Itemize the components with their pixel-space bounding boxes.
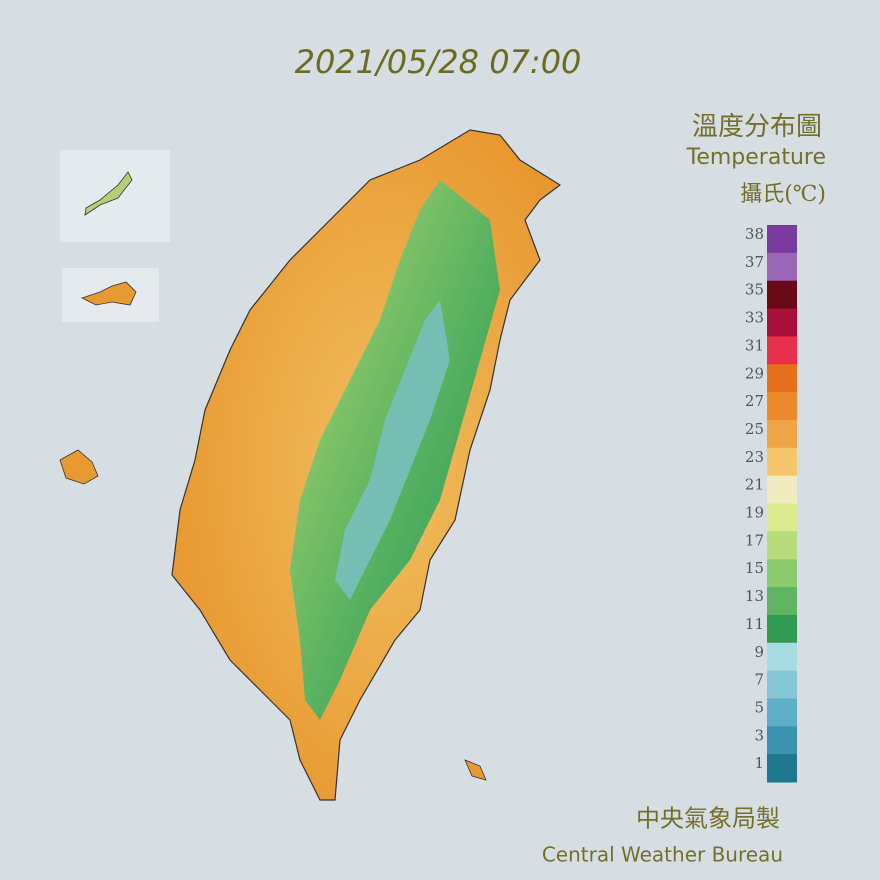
legend-swatch <box>767 559 797 588</box>
legend-swatch <box>767 447 797 477</box>
timestamp: 2021/05/28 07:00 <box>295 43 582 81</box>
legend-label: 27 <box>745 392 764 410</box>
legend-swatch <box>767 252 797 282</box>
legend-label: 31 <box>745 336 764 354</box>
legend-swatch <box>767 587 797 616</box>
legend-swatch <box>767 614 797 644</box>
legend-swatch <box>767 336 797 365</box>
legend-swatch <box>767 364 797 393</box>
legend-swatch <box>767 280 797 310</box>
legend-swatch <box>767 531 797 560</box>
island <box>84 171 133 216</box>
legend-swatch <box>767 754 797 783</box>
legend-label: 38 <box>745 225 764 243</box>
legend-label: 37 <box>745 253 764 271</box>
legend-swatch <box>767 475 797 504</box>
legend-label: 9 <box>754 643 764 661</box>
legend-swatch <box>767 726 797 755</box>
legend-swatch <box>767 392 797 421</box>
legend-label: 13 <box>745 587 764 605</box>
legend-label: 11 <box>745 615 764 633</box>
legend-label: 15 <box>745 559 764 577</box>
legend-label: 25 <box>745 420 764 438</box>
legend-swatch <box>767 698 797 727</box>
legend-label: 23 <box>745 448 764 466</box>
legend-label: 21 <box>745 476 764 494</box>
title-en: Temperature <box>686 145 826 170</box>
legend-label: 35 <box>745 281 764 299</box>
legend-swatch <box>767 503 797 532</box>
title-zh: 溫度分布圖 <box>692 112 822 142</box>
legend-label: 19 <box>745 504 764 522</box>
island <box>80 281 137 306</box>
unit: 攝氏(℃) <box>740 182 826 207</box>
legend-swatch <box>767 670 797 699</box>
legend-swatch <box>767 642 797 672</box>
legend-label: 29 <box>745 364 764 382</box>
legend-swatch <box>767 225 797 254</box>
agency-zh: 中央氣象局製 <box>636 805 780 833</box>
legend-label: 17 <box>745 531 764 549</box>
agency-en: Central Weather Bureau <box>542 843 783 867</box>
legend-label: 1 <box>754 754 764 772</box>
cold-peaks <box>335 300 450 600</box>
legend-swatch <box>767 419 797 449</box>
legend-label: 7 <box>754 671 764 689</box>
island <box>59 449 99 485</box>
legend-label: 3 <box>754 726 764 744</box>
legend-label: 5 <box>754 698 764 716</box>
island <box>464 759 487 781</box>
legend-label: 33 <box>745 309 764 327</box>
legend-swatch <box>767 308 797 337</box>
